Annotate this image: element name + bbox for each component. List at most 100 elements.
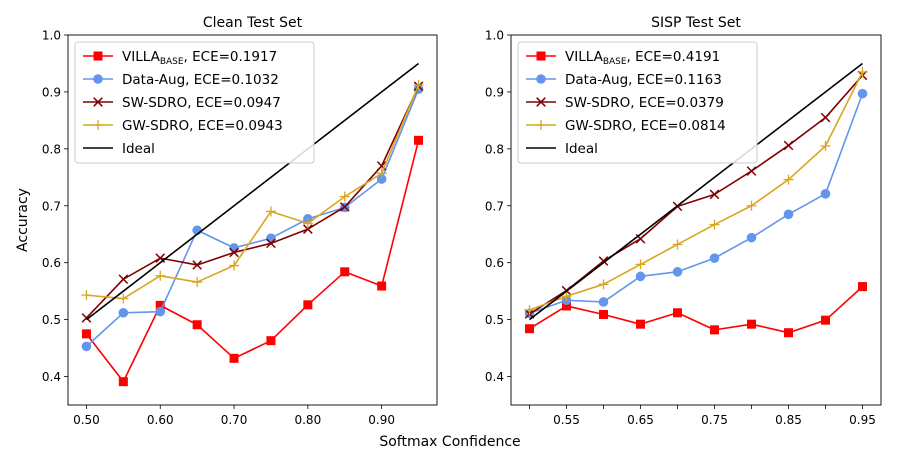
data-point — [746, 232, 757, 243]
data-point — [266, 238, 276, 249]
series-4 — [85, 62, 420, 321]
data-point — [672, 267, 683, 277]
y-tick-label: 0.7 — [42, 199, 61, 213]
x-tick-label: 0.55 — [553, 413, 580, 427]
y-tick-label: 0.4 — [485, 370, 504, 384]
legend-swatch-marker — [536, 120, 546, 130]
y-tick-label: 0.5 — [42, 313, 61, 327]
x-tick-label: 0.60 — [147, 413, 174, 427]
legend-swatch-marker — [93, 74, 103, 84]
series-line — [529, 286, 864, 334]
data-point — [746, 200, 757, 211]
legend-swatch-marker — [93, 51, 103, 61]
data-point — [820, 141, 831, 151]
x-axis-label: Softmax Confidence — [379, 434, 520, 450]
series-line — [86, 84, 420, 300]
data-point — [635, 271, 646, 282]
data-point — [155, 270, 166, 281]
data-point — [414, 135, 424, 145]
y-tick-label: 0.9 — [42, 85, 61, 99]
data-point — [266, 336, 276, 346]
series-line — [529, 71, 864, 311]
series-line — [85, 88, 420, 347]
data-point — [81, 329, 91, 339]
data-point — [192, 277, 203, 288]
legend-frame — [517, 41, 758, 164]
legend-swatch-marker — [93, 97, 103, 107]
data-point — [635, 259, 646, 270]
data-point — [598, 256, 609, 266]
data-point — [599, 309, 608, 319]
series-3 — [81, 80, 424, 304]
series-line — [85, 85, 420, 319]
data-point — [339, 202, 350, 212]
legend-swatch-marker — [536, 51, 546, 61]
chart-panel-sisp: SISP Test Set 0.4 0.5 0.6 0.7 0.8 0.9 1.0 0.55 0.… — [485, 15, 882, 427]
data-point — [709, 219, 720, 230]
data-point — [376, 168, 387, 179]
data-point — [229, 247, 239, 258]
data-point — [783, 140, 794, 151]
data-point — [746, 166, 757, 176]
data-point — [783, 174, 794, 185]
y-tick-label: 0.6 — [42, 256, 61, 270]
data-point — [229, 260, 240, 271]
legend-entry: SW-SDRO, ECE=0.0379 — [565, 95, 724, 111]
series-line — [529, 62, 863, 321]
data-point — [118, 307, 129, 318]
x-tick-label: 0.95 — [849, 413, 876, 427]
data-point — [376, 161, 387, 171]
data-point — [636, 319, 645, 329]
legend: VILLABASE, ECE=0.1917 Data-Aug, ECE=0.103… — [74, 41, 315, 164]
series-line — [529, 74, 864, 315]
data-point — [857, 88, 868, 99]
data-point — [81, 290, 92, 301]
data-point — [598, 279, 609, 290]
legend: VILLABASE, ECE=0.4191 Data-Aug, ECE=0.116… — [517, 41, 758, 164]
series-line — [529, 93, 864, 315]
chart-title: SISP Test Set — [651, 15, 741, 31]
x-tick-label: 0.65 — [627, 413, 654, 427]
data-point — [858, 282, 867, 292]
data-point — [820, 112, 831, 123]
data-point — [673, 308, 682, 318]
plot-frame — [510, 34, 882, 406]
data-point — [303, 300, 313, 310]
y-tick-label: 0.7 — [485, 199, 504, 213]
legend-entry: GW-SDRO, ECE=0.0943 — [122, 118, 283, 134]
y-tick-label: 0.9 — [485, 85, 504, 99]
x-tick-label: 0.70 — [221, 413, 248, 427]
data-point — [192, 260, 202, 270]
data-point — [710, 325, 719, 335]
legend-frame — [74, 41, 315, 164]
data-point — [302, 218, 313, 229]
series-0 — [81, 135, 424, 387]
data-point — [783, 209, 794, 220]
legend-swatch-marker — [93, 120, 103, 130]
x-tick-label: 0.75 — [701, 413, 728, 427]
series-4 — [529, 62, 863, 321]
legend-entry: Ideal — [122, 141, 155, 157]
data-point — [524, 304, 535, 315]
series-0 — [525, 282, 867, 338]
y-tick-label: 1.0 — [42, 29, 61, 43]
x-tick-label: 0.80 — [294, 413, 321, 427]
chart-title: Clean Test Set — [203, 15, 303, 31]
data-point — [265, 206, 276, 217]
data-point — [709, 253, 720, 263]
series-line — [85, 140, 420, 383]
data-point — [339, 191, 350, 202]
x-tick-label: 0.90 — [368, 413, 395, 427]
data-point — [709, 189, 720, 200]
y-tick-label: 0.4 — [42, 370, 61, 384]
x-tick-label: 0.50 — [73, 413, 100, 427]
y-tick-label: 0.5 — [485, 313, 504, 327]
y-tick-label: 1.0 — [485, 29, 504, 43]
legend-entry: SW-SDRO, ECE=0.0947 — [122, 95, 281, 111]
data-point — [413, 80, 424, 91]
data-point — [821, 315, 830, 325]
data-point — [229, 353, 239, 363]
data-point — [561, 291, 572, 302]
legend-entry: GW-SDRO, ECE=0.0814 — [565, 118, 726, 134]
